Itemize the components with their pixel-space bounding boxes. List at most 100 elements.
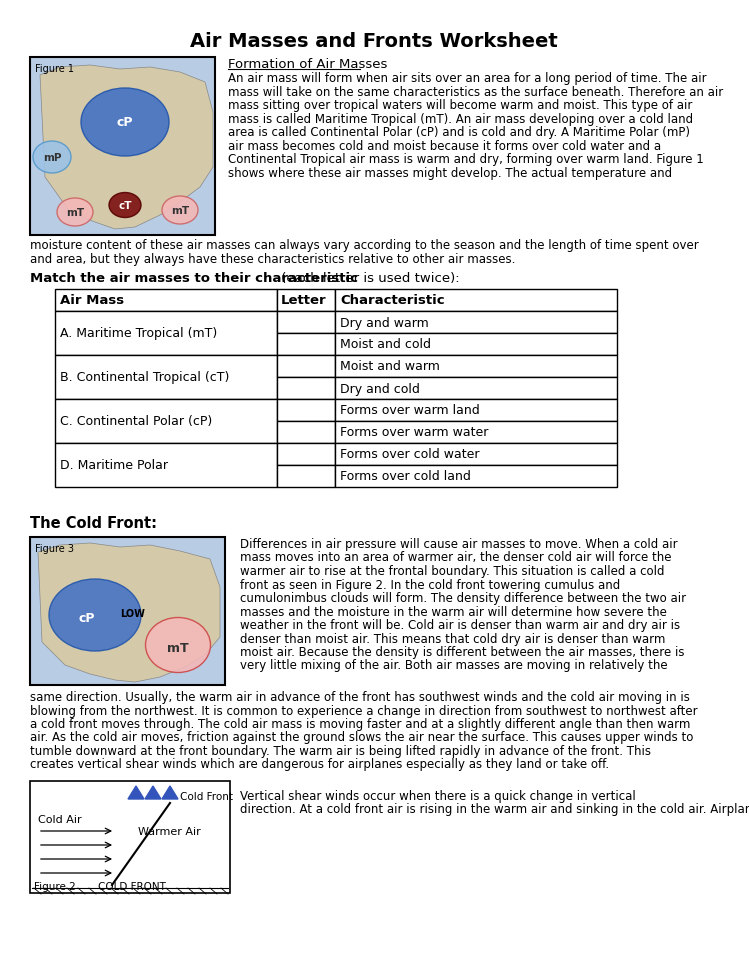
Text: mass is called Maritime Tropical (mT). An air mass developing over a cold land: mass is called Maritime Tropical (mT). A… xyxy=(228,112,693,125)
Text: Forms over cold water: Forms over cold water xyxy=(340,448,479,461)
Text: A. Maritime Tropical (mT): A. Maritime Tropical (mT) xyxy=(60,328,217,340)
Text: mP: mP xyxy=(43,153,61,163)
Bar xyxy=(30,538,225,685)
Text: D. Maritime Polar: D. Maritime Polar xyxy=(60,459,168,472)
Text: Figure 3: Figure 3 xyxy=(35,544,74,553)
Text: masses and the moisture in the warm air will determine how severe the: masses and the moisture in the warm air … xyxy=(240,605,667,618)
Text: The Cold Front:: The Cold Front: xyxy=(30,516,157,530)
Text: warmer air to rise at the frontal boundary. This situation is called a cold: warmer air to rise at the frontal bounda… xyxy=(240,564,664,578)
Ellipse shape xyxy=(57,199,93,227)
Text: mass moves into an area of warmer air, the denser cold air will force the: mass moves into an area of warmer air, t… xyxy=(240,551,672,564)
Bar xyxy=(55,399,277,444)
Text: C. Continental Polar (cP): C. Continental Polar (cP) xyxy=(60,415,212,428)
Text: LOW: LOW xyxy=(120,609,145,618)
Bar xyxy=(55,312,277,356)
Text: and area, but they always have these characteristics relative to other air masse: and area, but they always have these cha… xyxy=(30,252,515,266)
Ellipse shape xyxy=(109,193,141,218)
Polygon shape xyxy=(128,786,144,799)
Polygon shape xyxy=(162,786,178,799)
Text: cumulonimbus clouds will form. The density difference between the two air: cumulonimbus clouds will form. The densi… xyxy=(240,591,686,605)
Bar xyxy=(277,333,335,356)
Text: mass will take on the same characteristics as the surface beneath. Therefore an : mass will take on the same characteristi… xyxy=(228,85,724,99)
Text: direction. At a cold front air is rising in the warm air and sinking in the cold: direction. At a cold front air is rising… xyxy=(240,802,749,816)
Bar xyxy=(55,290,277,312)
Text: very little mixing of the air. Both air masses are moving in relatively the: very little mixing of the air. Both air … xyxy=(240,659,667,672)
Text: mass sitting over tropical waters will become warm and moist. This type of air: mass sitting over tropical waters will b… xyxy=(228,99,692,111)
Bar xyxy=(335,465,617,487)
Bar xyxy=(30,58,215,235)
Text: creates vertical shear winds which are dangerous for airplanes especially as the: creates vertical shear winds which are d… xyxy=(30,758,609,770)
Text: Moist and cold: Moist and cold xyxy=(340,338,431,351)
Ellipse shape xyxy=(162,197,198,225)
Text: Formation of Air Masses: Formation of Air Masses xyxy=(228,58,387,71)
Text: Figure 2: Figure 2 xyxy=(34,881,76,891)
Bar xyxy=(277,444,335,465)
Polygon shape xyxy=(38,544,220,682)
Text: Forms over warm land: Forms over warm land xyxy=(340,404,480,417)
Bar xyxy=(335,356,617,378)
Text: same direction. Usually, the warm air in advance of the front has southwest wind: same direction. Usually, the warm air in… xyxy=(30,690,690,703)
Bar xyxy=(277,422,335,444)
Text: mT: mT xyxy=(66,207,84,218)
Text: blowing from the northwest. It is common to experience a change in direction fro: blowing from the northwest. It is common… xyxy=(30,703,697,717)
Text: Warmer Air: Warmer Air xyxy=(138,827,201,836)
Text: Dry and cold: Dry and cold xyxy=(340,382,420,395)
Bar xyxy=(55,356,277,399)
Text: Dry and warm: Dry and warm xyxy=(340,316,428,329)
Text: Vertical shear winds occur when there is a quick change in vertical: Vertical shear winds occur when there is… xyxy=(240,789,636,802)
Text: B. Continental Tropical (cT): B. Continental Tropical (cT) xyxy=(60,371,229,384)
Text: tumble downward at the front boundary. The warm air is being lifted rapidly in a: tumble downward at the front boundary. T… xyxy=(30,744,651,757)
Bar xyxy=(335,378,617,399)
Bar xyxy=(335,399,617,422)
Text: cP: cP xyxy=(117,116,133,130)
Text: COLD FRONT: COLD FRONT xyxy=(98,881,166,891)
Text: Forms over warm water: Forms over warm water xyxy=(340,426,488,439)
Bar xyxy=(277,378,335,399)
Ellipse shape xyxy=(81,89,169,157)
Text: front as seen in Figure 2. In the cold front towering cumulus and: front as seen in Figure 2. In the cold f… xyxy=(240,578,620,591)
Text: Cold Air: Cold Air xyxy=(38,814,82,825)
Bar xyxy=(335,422,617,444)
Text: moist air. Because the density is different between the air masses, there is: moist air. Because the density is differ… xyxy=(240,645,685,658)
Bar xyxy=(335,290,617,312)
Text: Air Masses and Fronts Worksheet: Air Masses and Fronts Worksheet xyxy=(190,32,558,51)
Ellipse shape xyxy=(33,141,71,173)
Bar xyxy=(277,290,335,312)
Bar xyxy=(277,356,335,378)
Text: Air Mass: Air Mass xyxy=(60,294,124,306)
Text: (each letter is used twice):: (each letter is used twice): xyxy=(277,271,460,285)
Bar xyxy=(55,444,277,487)
Text: Figure 1: Figure 1 xyxy=(35,64,74,74)
Bar xyxy=(277,399,335,422)
Text: Cold Front: Cold Front xyxy=(180,791,233,801)
Ellipse shape xyxy=(49,579,141,651)
Polygon shape xyxy=(40,66,213,230)
Ellipse shape xyxy=(145,618,210,672)
Text: mT: mT xyxy=(167,641,189,654)
Text: Moist and warm: Moist and warm xyxy=(340,360,440,373)
Text: Match the air masses to their characteristic: Match the air masses to their characteri… xyxy=(30,271,358,285)
Text: air. As the cold air moves, friction against the ground slows the air near the s: air. As the cold air moves, friction aga… xyxy=(30,731,694,744)
Text: Continental Tropical air mass is warm and dry, forming over warm land. Figure 1: Continental Tropical air mass is warm an… xyxy=(228,153,704,166)
Bar xyxy=(335,444,617,465)
Text: Letter: Letter xyxy=(281,294,327,306)
Text: cP: cP xyxy=(79,610,95,624)
Text: a cold front moves through. The cold air mass is moving faster and at a slightly: a cold front moves through. The cold air… xyxy=(30,717,691,731)
Text: weather in the front will be. Cold air is denser than warm air and dry air is: weather in the front will be. Cold air i… xyxy=(240,618,680,632)
Text: shows where these air masses might develop. The actual temperature and: shows where these air masses might devel… xyxy=(228,167,672,179)
Bar xyxy=(335,312,617,333)
Bar xyxy=(30,781,230,893)
Bar xyxy=(277,465,335,487)
Bar xyxy=(277,312,335,333)
Text: Forms over cold land: Forms over cold land xyxy=(340,470,471,483)
Text: air mass becomes cold and moist because it forms over cold water and a: air mass becomes cold and moist because … xyxy=(228,140,661,152)
Text: Characteristic: Characteristic xyxy=(340,294,445,306)
Text: mT: mT xyxy=(171,205,189,216)
Text: moisture content of these air masses can always vary according to the season and: moisture content of these air masses can… xyxy=(30,238,699,252)
Bar xyxy=(335,333,617,356)
Text: cT: cT xyxy=(118,201,132,211)
Text: denser than moist air. This means that cold dry air is denser than warm: denser than moist air. This means that c… xyxy=(240,632,665,644)
Text: area is called Continental Polar (cP) and is cold and dry. A Maritime Polar (mP): area is called Continental Polar (cP) an… xyxy=(228,126,690,139)
Text: Differences in air pressure will cause air masses to move. When a cold air: Differences in air pressure will cause a… xyxy=(240,538,678,550)
Polygon shape xyxy=(145,786,161,799)
